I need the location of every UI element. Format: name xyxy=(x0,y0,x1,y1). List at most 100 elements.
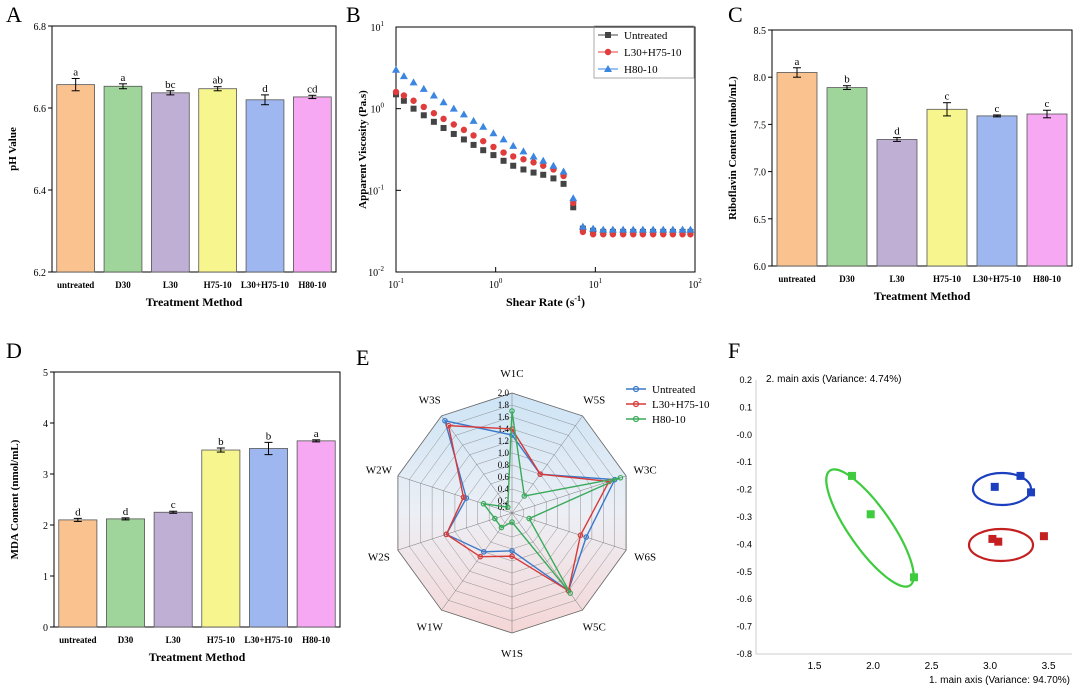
chart-panel-b: 10-1 100 101 102 10-2 10-1 100 101 Untreated L30+… xyxy=(357,20,702,309)
data-point-h80 xyxy=(439,98,448,106)
data-point-untreated xyxy=(570,204,577,211)
bar-D30 xyxy=(103,85,143,273)
radar-spoke xyxy=(511,512,583,611)
bar-H75-10 xyxy=(926,108,968,267)
data-point-untreated xyxy=(510,162,517,169)
cluster-ellipse-green xyxy=(825,468,915,588)
y-axis-title: 2. main axis (Variance: 4.74%) xyxy=(766,374,901,385)
y-tick-label: -0.0 xyxy=(736,430,752,440)
data-point-h80 xyxy=(659,225,668,233)
category-label: H75-10 xyxy=(207,635,235,645)
bar-untreated xyxy=(56,84,95,273)
pca-point-green xyxy=(910,573,918,582)
radar-r-tick: 0.4 xyxy=(498,484,510,494)
data-point-l30h75 xyxy=(392,88,400,96)
data-point-h80 xyxy=(519,147,528,155)
data-point-l30h75 xyxy=(430,110,438,117)
data-point-l30h75 xyxy=(400,92,408,99)
radar-axis-label: W3C xyxy=(634,465,657,477)
category-label: L30 xyxy=(166,635,182,645)
category-label: L30 xyxy=(889,274,905,284)
y-tick-label: 100 xyxy=(371,102,385,116)
y-tick-label: 5 xyxy=(43,368,48,379)
data-point-untreated xyxy=(420,112,427,119)
data-point-h80 xyxy=(399,72,408,80)
data-point-l30h75 xyxy=(510,153,517,160)
y-tick-label: 0.1 xyxy=(739,402,752,412)
y-tick-label: -0.2 xyxy=(736,485,752,495)
data-point-l30h75 xyxy=(450,121,457,128)
bar-L30 xyxy=(150,92,190,273)
pca-point-blue xyxy=(990,482,999,491)
radar-point xyxy=(577,532,584,539)
category-label: untreated xyxy=(59,635,96,645)
plot-frame xyxy=(51,25,337,273)
bar-D30 xyxy=(826,87,868,267)
y-tick-label: -0.5 xyxy=(736,567,752,577)
data-point-untreated xyxy=(450,130,457,137)
data-point-untreated xyxy=(500,157,507,164)
category-label: H80-10 xyxy=(302,635,330,645)
y-tick-label: -0.4 xyxy=(736,539,752,549)
data-point-l30h75 xyxy=(530,159,537,166)
radar-point xyxy=(526,515,532,522)
x-tick-label: 3.0 xyxy=(983,661,997,672)
data-point-h80 xyxy=(489,129,498,137)
radar-r-tick: 0.8 xyxy=(498,460,510,470)
bar-L30+H75-10 xyxy=(249,448,288,628)
radar-point xyxy=(567,590,573,596)
panel-label-f: F xyxy=(728,338,740,363)
radar-r-tick: 1.6 xyxy=(498,412,510,422)
legend-marker xyxy=(605,32,611,38)
category-label: D30 xyxy=(839,274,855,284)
bar-D30 xyxy=(106,518,145,628)
radar-axis-label: W2S xyxy=(368,551,390,563)
x-tick-label: 101 xyxy=(589,277,603,291)
y-axis-title: Apparent Viscosity (Pa.s) xyxy=(357,90,369,209)
data-point-untreated xyxy=(490,152,497,159)
panel-label-e: E xyxy=(356,345,369,370)
data-point-h80 xyxy=(686,225,695,233)
data-point-untreated xyxy=(480,147,487,154)
significance-letter: c xyxy=(995,103,1000,115)
panel-label-a: A xyxy=(6,2,22,27)
radar-r-tick: 1.0 xyxy=(498,448,510,458)
radar-point xyxy=(463,495,470,501)
bar-H80-10 xyxy=(292,96,332,273)
significance-letter: a xyxy=(73,66,78,78)
data-point-untreated xyxy=(520,166,527,173)
y-tick-label: 0.2 xyxy=(739,375,752,385)
x-axis-title: Treatment Method xyxy=(146,295,243,309)
data-point-l30h75 xyxy=(490,143,497,151)
y-tick-label: 6.4 xyxy=(34,186,47,197)
radar-point xyxy=(480,549,487,555)
data-point-h80 xyxy=(549,161,558,169)
radar-series-line xyxy=(444,419,616,592)
y-tick-label: 8.5 xyxy=(754,26,767,37)
data-point-untreated xyxy=(540,171,547,178)
chart-panel-d: 0 1 2 3 4 5 d untreated d D30 c L30 b H75-10 b L30+H75-… xyxy=(9,368,341,664)
category-label: L30 xyxy=(163,280,179,290)
data-point-h80 xyxy=(678,225,687,233)
significance-letter: cd xyxy=(307,83,318,95)
data-point-l30h75 xyxy=(460,126,468,134)
data-point-h80 xyxy=(649,225,658,233)
radar-point xyxy=(509,432,515,438)
significance-letter: d xyxy=(262,83,268,95)
y-tick-label: 3 xyxy=(43,470,48,481)
x-tick-label: 100 xyxy=(489,277,503,291)
category-label: H80-10 xyxy=(1033,274,1061,284)
y-tick-label: 4 xyxy=(43,419,48,430)
y-tick-label: 10-1 xyxy=(368,183,384,197)
data-point-h80 xyxy=(479,122,488,130)
radar-point xyxy=(617,474,624,481)
radar-axis-label: W2W xyxy=(366,465,393,477)
radar-point xyxy=(460,494,467,501)
data-point-h80 xyxy=(469,116,478,124)
data-point-h80 xyxy=(599,225,608,233)
y-tick-label: -0.8 xyxy=(736,649,752,659)
legend-label: H80-10 xyxy=(624,64,658,76)
cluster-ellipse-red xyxy=(967,527,1035,563)
radar-r-tick: 0.2 xyxy=(498,496,509,506)
data-point-untreated xyxy=(460,136,467,143)
